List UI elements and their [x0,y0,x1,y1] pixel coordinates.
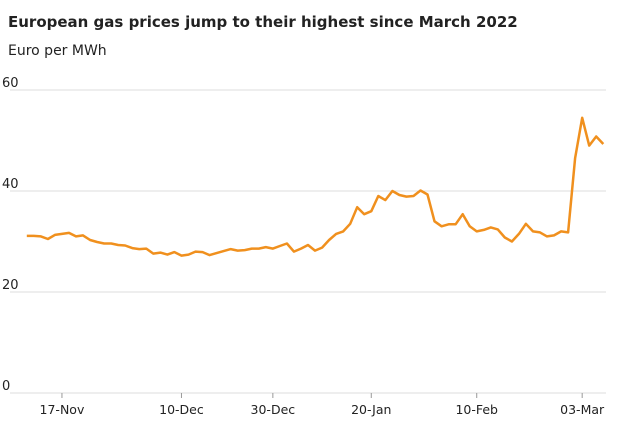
x-tick-label: 30-Dec [251,402,296,417]
x-tick-label: 10-Dec [159,402,204,417]
y-tick-label: 20 [2,278,19,293]
y-tick-label: 40 [2,177,19,192]
y-tick-label: 60 [2,76,19,91]
x-tick-label: 20-Jan [351,402,391,417]
chart-title: European gas prices jump to their highes… [8,13,518,31]
y-tick-label: 0 [2,379,10,394]
x-tick-label: 03-Mar [560,402,605,417]
x-tick-label: 17-Nov [40,402,85,417]
chart-subtitle: Euro per MWh [8,43,107,59]
x-tick-label: 10-Feb [455,402,498,417]
line [26,116,605,257]
